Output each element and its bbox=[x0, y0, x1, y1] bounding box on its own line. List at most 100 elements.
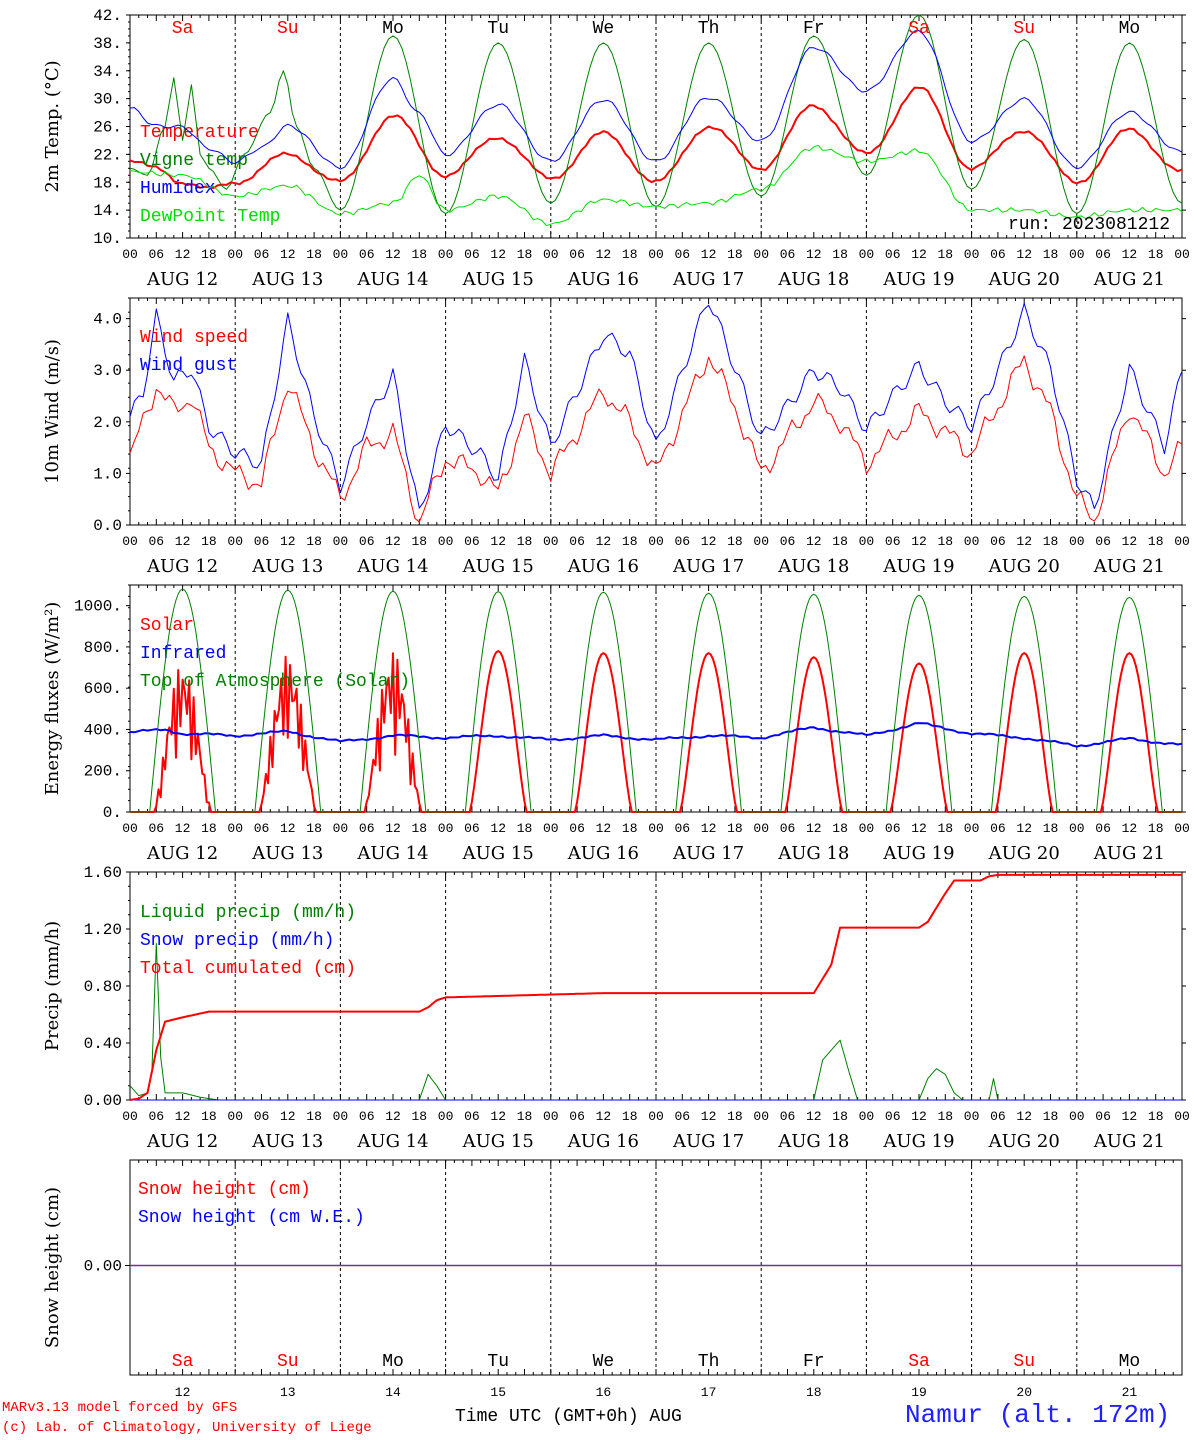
hour-label: 06 bbox=[359, 821, 375, 836]
date-label: AUG 13 bbox=[251, 843, 323, 864]
hour-label: 00 bbox=[1174, 1109, 1190, 1124]
date-label: AUG 13 bbox=[251, 1131, 323, 1152]
hour-label: 12 bbox=[175, 1109, 191, 1124]
day-of-week-label: Su bbox=[1013, 1352, 1035, 1372]
hour-label: 06 bbox=[674, 247, 690, 262]
y-tick-label: 10. bbox=[93, 230, 122, 248]
hour-label: 18 bbox=[937, 821, 953, 836]
hour-label: 18 bbox=[201, 1109, 217, 1124]
hour-label: 06 bbox=[780, 821, 796, 836]
hour-label: 00 bbox=[1174, 247, 1190, 262]
day-of-week-label: Mo bbox=[1119, 1352, 1141, 1372]
hour-label: 00 bbox=[333, 821, 349, 836]
y-tick-label: 14. bbox=[93, 202, 122, 220]
hour-label: 06 bbox=[885, 821, 901, 836]
y-tick-label: 38. bbox=[93, 35, 122, 53]
hour-label: 18 bbox=[727, 247, 743, 262]
hour-label: 12 bbox=[701, 247, 717, 262]
hour-label: 18 bbox=[517, 247, 533, 262]
y-tick-label: 0.0 bbox=[93, 517, 122, 535]
hour-label: 18 bbox=[411, 534, 427, 549]
hour-label: 06 bbox=[674, 1109, 690, 1124]
hour-label: 12 bbox=[911, 821, 927, 836]
hour-label: 18 bbox=[306, 821, 322, 836]
hour-label: 06 bbox=[464, 534, 480, 549]
hour-label: 12 bbox=[911, 247, 927, 262]
date-label: AUG 21 bbox=[1093, 556, 1165, 577]
hour-label: 00 bbox=[543, 1109, 559, 1124]
hour-label: 12 bbox=[911, 534, 927, 549]
hour-label: 12 bbox=[175, 534, 191, 549]
hour-label: 18 bbox=[517, 1109, 533, 1124]
hour-label: 18 bbox=[832, 534, 848, 549]
date-number-label: 18 bbox=[806, 1385, 822, 1400]
hour-label: 00 bbox=[122, 534, 138, 549]
hour-label: 12 bbox=[1122, 1109, 1138, 1124]
hour-label: 06 bbox=[569, 534, 585, 549]
hour-label: 12 bbox=[385, 247, 401, 262]
hour-label: 18 bbox=[622, 1109, 638, 1124]
day-of-week-label: Mo bbox=[1119, 19, 1141, 39]
hour-label: 18 bbox=[1148, 821, 1164, 836]
hour-label: 00 bbox=[438, 247, 454, 262]
hour-label: 00 bbox=[964, 1109, 980, 1124]
series-line bbox=[129, 873, 1182, 1101]
date-number-label: 20 bbox=[1016, 1385, 1032, 1400]
hour-label: 06 bbox=[1095, 821, 1111, 836]
y-tick-label: 26. bbox=[93, 119, 122, 137]
hour-label: 00 bbox=[227, 534, 243, 549]
hour-label: 12 bbox=[175, 821, 191, 836]
hour-label: 06 bbox=[1095, 1109, 1111, 1124]
series-line bbox=[129, 355, 1183, 523]
day-of-week-label: Mo bbox=[382, 1352, 404, 1372]
y-tick-label: 0.00 bbox=[84, 1258, 122, 1276]
hour-label: 18 bbox=[1148, 247, 1164, 262]
date-number-label: 13 bbox=[280, 1385, 296, 1400]
date-label: AUG 20 bbox=[988, 1131, 1060, 1152]
date-label: AUG 14 bbox=[356, 1131, 428, 1152]
date-label: AUG 15 bbox=[462, 556, 534, 577]
date-label: AUG 18 bbox=[777, 1131, 849, 1152]
hour-label: 00 bbox=[1069, 534, 1085, 549]
hour-label: 12 bbox=[280, 534, 296, 549]
hour-label: 18 bbox=[832, 1109, 848, 1124]
date-label: AUG 18 bbox=[777, 269, 849, 290]
hour-label: 12 bbox=[1122, 247, 1138, 262]
date-label: AUG 14 bbox=[356, 843, 428, 864]
hour-label: 18 bbox=[622, 534, 638, 549]
legend-entry: Total cumulated (cm) bbox=[140, 959, 356, 979]
hour-label: 12 bbox=[490, 821, 506, 836]
hour-label: 00 bbox=[648, 534, 664, 549]
day-of-week-label: Tu bbox=[487, 1352, 509, 1372]
hour-label: 00 bbox=[333, 247, 349, 262]
hour-label: 12 bbox=[1122, 534, 1138, 549]
date-label: AUG 17 bbox=[672, 843, 744, 864]
hour-label: 00 bbox=[1069, 247, 1085, 262]
hour-label: 06 bbox=[464, 1109, 480, 1124]
hour-label: 18 bbox=[517, 534, 533, 549]
date-label: AUG 13 bbox=[251, 269, 323, 290]
hour-label: 12 bbox=[596, 534, 612, 549]
y-tick-label: 0. bbox=[103, 804, 122, 822]
date-number-label: 17 bbox=[701, 1385, 717, 1400]
hour-label: 18 bbox=[306, 247, 322, 262]
hour-label: 00 bbox=[753, 534, 769, 549]
y-tick-label: 0.00 bbox=[84, 1092, 122, 1110]
hour-label: 06 bbox=[464, 247, 480, 262]
y-axis-label: Snow height (cm) bbox=[42, 1187, 63, 1348]
hour-label: 12 bbox=[1122, 821, 1138, 836]
series-line bbox=[129, 302, 1183, 509]
date-label: AUG 16 bbox=[567, 556, 639, 577]
date-label: AUG 20 bbox=[988, 269, 1060, 290]
y-tick-label: 2.0 bbox=[93, 414, 122, 432]
hour-label: 12 bbox=[596, 821, 612, 836]
hour-label: 12 bbox=[701, 1109, 717, 1124]
hour-label: 06 bbox=[1095, 534, 1111, 549]
hour-label: 06 bbox=[885, 1109, 901, 1124]
hour-label: 18 bbox=[201, 534, 217, 549]
hour-label: 06 bbox=[990, 821, 1006, 836]
y-tick-label: 0.40 bbox=[84, 1035, 122, 1053]
series-line bbox=[129, 14, 1183, 215]
day-of-week-label: Th bbox=[698, 1352, 720, 1372]
hour-label: 06 bbox=[148, 247, 164, 262]
